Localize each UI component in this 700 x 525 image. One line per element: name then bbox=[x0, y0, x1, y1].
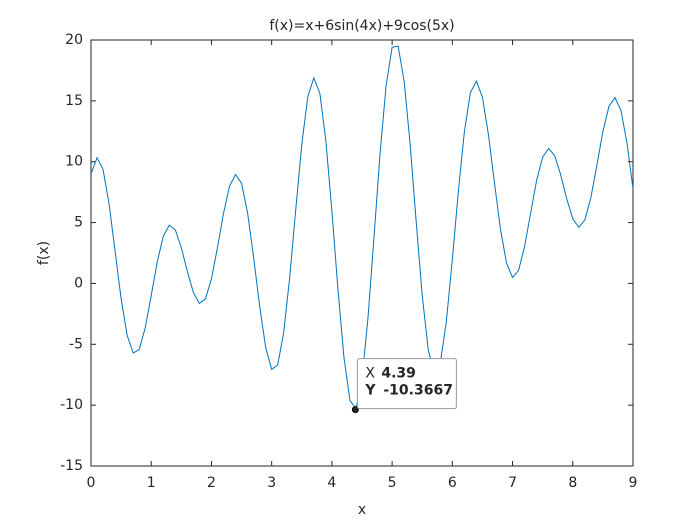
datatip: X 4.39 Y -10.3667 bbox=[351, 358, 457, 414]
plot-area: 0 1 2 3 4 5 6 7 8 9 -15 -10 -5 0 5 10 15 20 X 4.39 Y -10.3667 bbox=[60, 32, 637, 491]
x-tick-label: 7 bbox=[508, 475, 517, 491]
datatip-box bbox=[356, 358, 457, 410]
x-tick-label: 3 bbox=[267, 475, 276, 491]
y-tick-label: 15 bbox=[65, 93, 83, 109]
y-tick-label: 5 bbox=[74, 215, 83, 231]
y-tick-label: -10 bbox=[60, 397, 83, 413]
y-axis-label: f(x) bbox=[36, 241, 52, 265]
x-tick-label: 1 bbox=[147, 475, 156, 491]
x-tick-label: 2 bbox=[207, 475, 216, 491]
datatip-y-value: -10.3667 bbox=[383, 383, 453, 399]
axes-box bbox=[90, 39, 634, 467]
x-tick-label: 6 bbox=[448, 475, 457, 491]
y-tick-label: 10 bbox=[65, 154, 83, 170]
x-tick-label: 8 bbox=[568, 475, 577, 491]
y-tick-label: 0 bbox=[74, 275, 83, 291]
datatip-marker bbox=[351, 406, 359, 414]
x-axis-label: x bbox=[358, 502, 366, 518]
x-tick-label: 0 bbox=[87, 475, 96, 491]
chart-title: f(x)=x+6sin(4x)+9cos(5x) bbox=[269, 18, 454, 34]
x-tick-label: 4 bbox=[327, 475, 336, 491]
x-tick-label: 5 bbox=[388, 475, 397, 491]
y-tick-label: -15 bbox=[60, 458, 83, 474]
y-tick-label: 20 bbox=[65, 32, 83, 48]
x-tick-label: 9 bbox=[629, 475, 638, 491]
datatip-x-label: X bbox=[365, 366, 375, 382]
datatip-x-value: 4.39 bbox=[381, 366, 416, 382]
y-tick-label: -5 bbox=[69, 336, 83, 352]
datatip-y-label: Y bbox=[364, 383, 376, 399]
